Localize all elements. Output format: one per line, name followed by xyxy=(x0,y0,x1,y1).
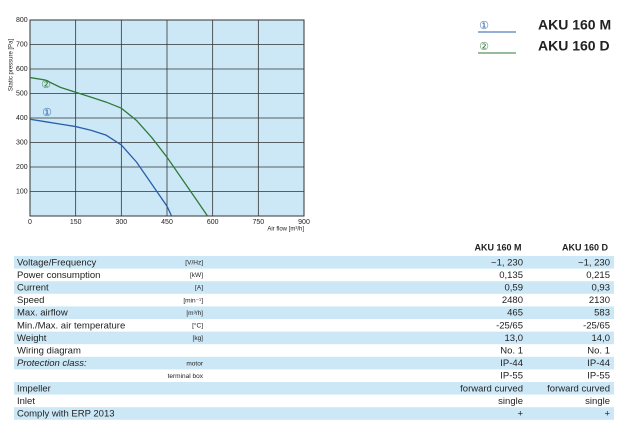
row-band xyxy=(14,356,614,370)
y-tick-label: 600 xyxy=(16,66,28,73)
table-header: AKU 160 D xyxy=(562,242,609,252)
cell-value: 2130 xyxy=(589,295,610,306)
x-tick-label: 0 xyxy=(28,219,32,226)
row-label: Wiring diagram xyxy=(17,346,81,357)
row-band xyxy=(14,281,614,294)
row-label: Protection class: xyxy=(17,358,87,369)
cell-value: + xyxy=(604,409,610,420)
row-unit: terminal box xyxy=(168,373,204,380)
curve-label: ② xyxy=(41,79,51,91)
x-tick-label: 150 xyxy=(70,219,82,226)
cell-value: 2480 xyxy=(502,295,523,306)
x-tick-label: 450 xyxy=(161,219,173,226)
cell-value: IP-44 xyxy=(587,358,610,369)
x-tick-label: 750 xyxy=(252,219,264,226)
y-axis-label: Static pressure [Pa] xyxy=(9,38,15,91)
cell-value: 0,93 xyxy=(592,283,611,294)
y-tick-label: 800 xyxy=(16,17,28,24)
y-tick-label: 400 xyxy=(16,115,28,122)
row-label: Comply with ERP 2013 xyxy=(17,409,115,420)
cell-value: No. 1 xyxy=(587,346,610,357)
table-header: AKU 160 M xyxy=(474,242,521,252)
cell-value: -25/65 xyxy=(583,320,610,331)
cell-value: + xyxy=(517,409,523,420)
cell-value: single xyxy=(585,396,610,407)
x-tick-label: 300 xyxy=(115,219,127,226)
cell-value: 465 xyxy=(507,308,523,319)
cell-value: 0,59 xyxy=(505,283,524,294)
curve xyxy=(29,76,209,217)
row-label: Weight xyxy=(17,333,47,344)
row-unit: [kg] xyxy=(193,335,204,342)
cell-value: ~1, 230 xyxy=(578,257,610,268)
legend-symbol: ① xyxy=(479,20,489,32)
cell-value: 0,135 xyxy=(499,270,523,281)
row-label: Current xyxy=(17,283,49,294)
cell-value: IP-55 xyxy=(587,371,610,382)
row-band xyxy=(14,331,614,345)
curve-label: ① xyxy=(42,107,52,119)
row-unit: [min⁻¹] xyxy=(183,297,203,304)
row-label: Power consumption xyxy=(17,270,100,281)
x-axis-label: Air flow [m³/h] xyxy=(267,227,304,233)
legend-label: AKU 160 D xyxy=(538,38,610,54)
y-tick-label: 700 xyxy=(16,41,28,48)
row-band xyxy=(14,407,614,420)
x-tick-label: 900 xyxy=(298,219,310,226)
legend-symbol: ② xyxy=(479,41,489,53)
row-unit: [m³/h] xyxy=(186,310,203,317)
cell-value: forward curved xyxy=(460,383,523,394)
cell-value: IP-55 xyxy=(500,371,523,382)
cell-value: 13,0 xyxy=(505,333,524,344)
cell-value: No. 1 xyxy=(500,346,523,357)
y-tick-label: 500 xyxy=(16,90,28,97)
y-tick-label: 200 xyxy=(16,164,28,171)
row-band xyxy=(14,256,614,269)
row-label: Voltage/Frequency xyxy=(17,257,96,268)
row-unit: [kW] xyxy=(190,272,203,279)
row-label: Inlet xyxy=(17,396,35,407)
cell-value: ~1, 230 xyxy=(491,257,523,268)
y-tick-label: 300 xyxy=(16,139,28,146)
row-label: Max. airflow xyxy=(17,308,68,319)
cell-value: 0,215 xyxy=(586,270,610,281)
row-label: Speed xyxy=(17,295,44,306)
row-label: Min./Max. air temperature xyxy=(17,320,125,331)
row-label: Impeller xyxy=(17,383,51,394)
row-unit: motor xyxy=(186,360,203,367)
row-band xyxy=(14,306,614,319)
x-tick-label: 600 xyxy=(207,219,219,226)
cell-value: 14,0 xyxy=(592,333,611,344)
cell-value: 583 xyxy=(594,308,610,319)
row-unit: [°C] xyxy=(192,322,203,330)
cell-value: forward curved xyxy=(547,383,610,394)
curve xyxy=(29,118,173,217)
row-band xyxy=(14,382,614,395)
legend-label: AKU 160 M xyxy=(538,17,611,33)
cell-value: single xyxy=(498,396,523,407)
row-unit: [V/Hz] xyxy=(185,260,203,267)
row-unit: [A] xyxy=(195,285,203,292)
cell-value: IP-44 xyxy=(500,358,523,369)
y-tick-label: 100 xyxy=(16,188,28,195)
cell-value: -25/65 xyxy=(496,320,523,331)
